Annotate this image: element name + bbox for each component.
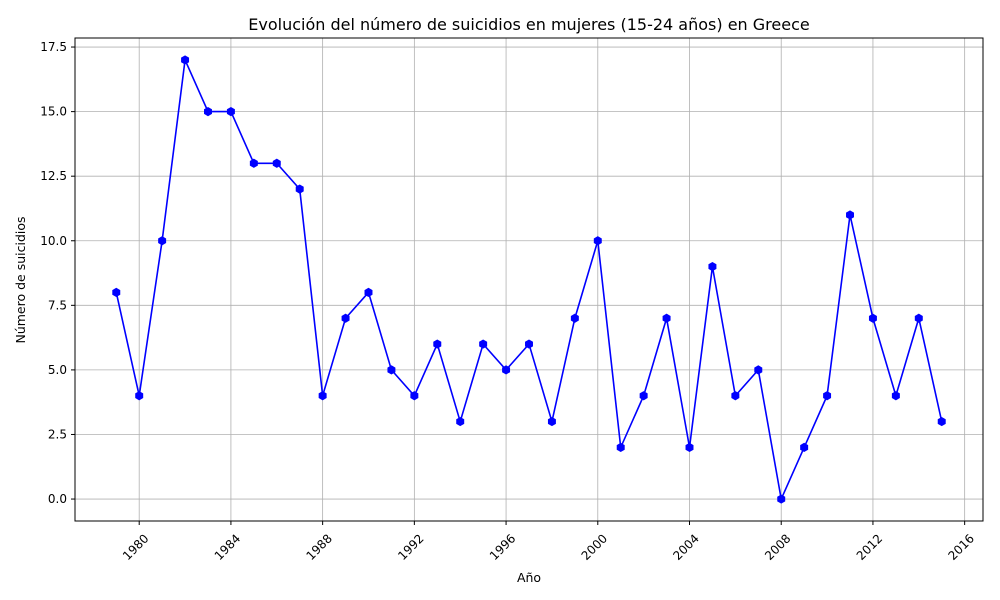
data-point bbox=[639, 391, 648, 401]
data-point bbox=[754, 365, 763, 375]
data-point bbox=[914, 313, 923, 323]
data-point bbox=[777, 494, 786, 504]
y-tick-label: 7.5 bbox=[48, 298, 67, 312]
series-layer bbox=[112, 55, 946, 504]
data-point bbox=[226, 107, 235, 117]
data-point bbox=[456, 416, 465, 427]
data-point bbox=[204, 107, 212, 117]
data-point bbox=[868, 313, 877, 323]
plot-frame bbox=[74, 37, 984, 522]
data-point bbox=[364, 287, 373, 298]
data-point bbox=[181, 55, 190, 65]
data-point bbox=[891, 391, 900, 401]
data-point bbox=[433, 339, 442, 349]
data-point bbox=[410, 391, 419, 401]
y-tick-label: 10.0 bbox=[40, 234, 67, 248]
data-point bbox=[708, 261, 717, 272]
y-axis: 0.0 2.5 5.0 7.5 10.0 12.5 15.0 17.5 bbox=[40, 40, 75, 506]
data-point bbox=[341, 313, 350, 323]
y-tick-label: 15.0 bbox=[40, 105, 67, 119]
data-point bbox=[318, 391, 327, 401]
y-tick-label: 12.5 bbox=[40, 169, 67, 183]
data-point bbox=[823, 391, 832, 401]
y-tick-label: 2.5 bbox=[48, 427, 67, 441]
y-tick-label: 5.0 bbox=[48, 363, 67, 377]
data-point bbox=[593, 236, 602, 246]
grid bbox=[75, 38, 983, 521]
data-point bbox=[731, 391, 740, 401]
data-point bbox=[525, 339, 533, 349]
chart-title: Evolución del número de suicidios en muj… bbox=[248, 15, 809, 34]
data-point bbox=[135, 391, 144, 401]
data-point bbox=[387, 365, 396, 375]
data-point bbox=[616, 442, 625, 452]
y-tick-label: 0.0 bbox=[48, 492, 67, 506]
data-point bbox=[158, 236, 167, 246]
y-axis-label: Número de suicidios bbox=[13, 216, 28, 343]
data-point bbox=[249, 158, 258, 168]
data-point bbox=[937, 416, 946, 427]
data-point bbox=[846, 210, 854, 220]
data-point bbox=[800, 442, 809, 452]
data-point bbox=[662, 313, 671, 323]
data-point bbox=[547, 416, 556, 427]
data-point bbox=[295, 184, 304, 194]
data-point bbox=[570, 313, 579, 323]
data-point bbox=[502, 365, 511, 375]
data-point bbox=[685, 442, 694, 452]
data-point bbox=[479, 339, 488, 349]
data-point bbox=[272, 158, 281, 168]
x-axis-label: Año bbox=[517, 570, 541, 585]
y-tick-label: 17.5 bbox=[40, 40, 67, 54]
data-point bbox=[112, 287, 121, 298]
